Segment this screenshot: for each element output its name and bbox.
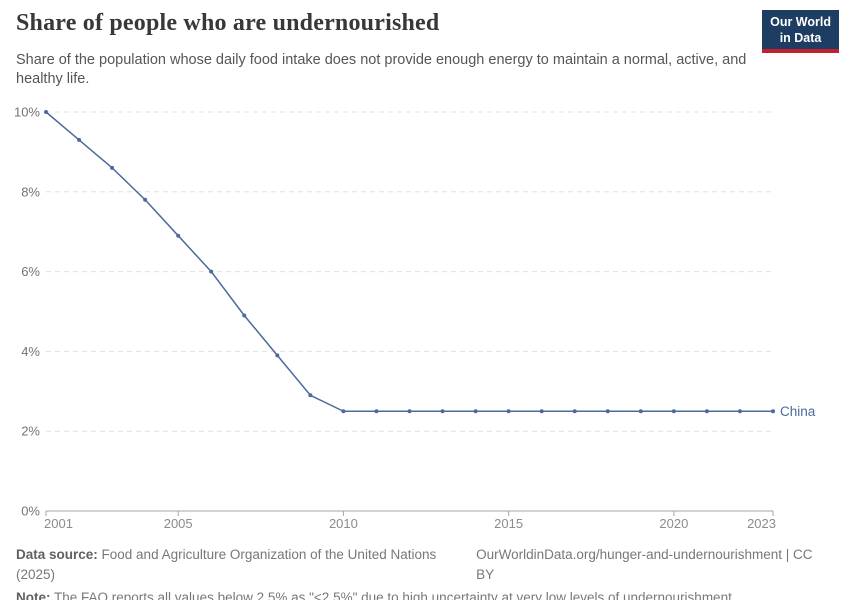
data-point[interactable]	[407, 409, 412, 414]
data-point[interactable]	[440, 409, 445, 414]
series-label-china[interactable]: China	[780, 404, 816, 419]
data-point[interactable]	[506, 409, 511, 414]
chart-subtitle: Share of the population whose daily food…	[16, 52, 747, 88]
x-axis-tick-label: 2023	[747, 516, 776, 531]
chart-canvas[interactable]: 0% 2% 4% 6% 8% 10% 2001 2005 2010 2015 2020 2023 Chi…	[0, 95, 850, 540]
x-axis-tick-label: 2015	[494, 516, 523, 531]
owid-logo[interactable]: Our World in Data	[762, 10, 839, 54]
datasource-text: Data source: Food and Agriculture Organi…	[16, 547, 437, 582]
data-point[interactable]	[572, 409, 577, 414]
x-axis-tick-label: 2010	[329, 516, 358, 531]
owid-url-link[interactable]: OurWorldinData.org/hunger-and-undernouri…	[476, 547, 813, 582]
chart-footer: Data source: Food and Agriculture Organi…	[16, 545, 832, 600]
data-point[interactable]	[671, 409, 676, 414]
data-point[interactable]	[44, 110, 48, 114]
y-axis-tick-label: 4%	[21, 344, 40, 359]
data-point[interactable]	[605, 409, 610, 414]
data-point[interactable]	[539, 409, 544, 414]
x-axis-tick-label: 2020	[659, 516, 688, 531]
data-point[interactable]	[308, 393, 313, 398]
data-point[interactable]	[209, 269, 214, 274]
data-point[interactable]	[374, 409, 379, 414]
data-point[interactable]	[176, 233, 181, 238]
data-point[interactable]	[77, 137, 82, 142]
y-axis-tick-label: 2%	[21, 424, 40, 439]
x-axis-tick-label: 2005	[164, 516, 193, 531]
data-point[interactable]	[638, 409, 643, 414]
series-line-china[interactable]	[45, 111, 773, 412]
owid-logo-line1: Our World	[770, 15, 831, 29]
chart-title: Share of people who are undernourished	[16, 10, 440, 36]
data-point[interactable]	[110, 165, 115, 170]
y-axis-tick-label: 0%	[21, 504, 40, 519]
owid-logo-line2: in Data	[779, 30, 822, 45]
line-chart-area[interactable]: 0% 2% 4% 6% 8% 10% 2001 2005 2010 2015 2020 2023 Chi…	[0, 95, 850, 540]
data-point[interactable]	[737, 409, 742, 414]
data-point[interactable]	[771, 409, 775, 414]
datasource-row: Data source: Food and Agriculture Organi…	[16, 545, 832, 584]
y-axis-tick-label: 10%	[14, 105, 40, 120]
data-point[interactable]	[473, 409, 478, 414]
y-axis-tick-label: 8%	[21, 184, 40, 199]
data-point[interactable]	[242, 313, 247, 318]
data-point[interactable]	[143, 197, 148, 202]
data-point[interactable]	[704, 409, 709, 414]
chart-note: Note: The FAO reports all values below 2…	[16, 590, 736, 600]
data-point[interactable]	[275, 353, 280, 358]
data-point[interactable]	[341, 409, 346, 414]
y-axis-tick-label: 6%	[21, 264, 40, 279]
x-axis-tick-label: 2001	[44, 516, 73, 531]
